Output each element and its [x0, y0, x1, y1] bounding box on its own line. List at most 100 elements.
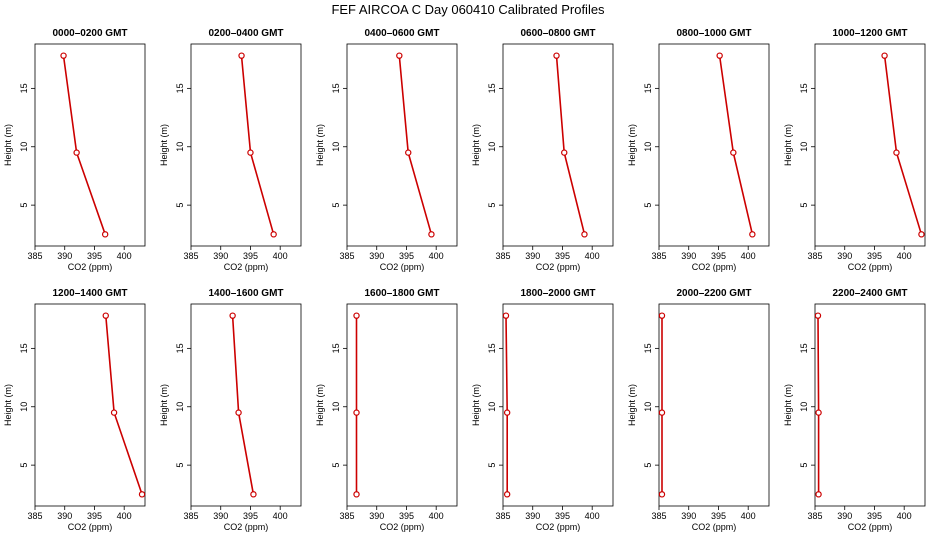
y-tick-label: 15	[19, 83, 29, 93]
y-tick-label: 15	[643, 343, 653, 353]
profile-point	[270, 231, 277, 238]
x-axis-label: CO2 (ppm)	[380, 262, 425, 272]
panel-8: 1600–1800 GMT 385 390 395 400 5 10 15 CO2 (ppm) H…	[315, 288, 458, 532]
y-tick-label: 10	[643, 402, 653, 412]
x-tick-label: 390	[57, 511, 72, 521]
profile-point	[658, 409, 666, 416]
x-tick-label: 400	[897, 251, 912, 261]
y-axis-label: Height (m)	[471, 124, 481, 166]
profile-point	[918, 231, 925, 238]
profile-line	[398, 55, 433, 235]
x-tick-label: 395	[399, 251, 414, 261]
profile-line	[718, 55, 754, 235]
panel-title: 1800–2000 GMT	[520, 288, 595, 299]
profile-line	[231, 315, 255, 495]
x-tick-label: 390	[525, 511, 540, 521]
profile-point	[658, 312, 666, 319]
y-tick-label: 5	[331, 203, 341, 208]
plot-frame	[502, 303, 614, 507]
panel-title: 2000–2200 GMT	[676, 288, 751, 299]
panel-10: 2000–2200 GMT 385 390 395 400 5 10 15 CO2 (ppm) H…	[627, 288, 770, 532]
panel-title: 0800–1000 GMT	[676, 28, 751, 39]
profile-point	[353, 491, 360, 498]
profile-line	[817, 315, 820, 495]
x-tick-label: 400	[741, 511, 756, 521]
y-axis-label: Height (m)	[315, 384, 325, 426]
x-tick-label: 395	[87, 251, 102, 261]
y-tick-label: 15	[19, 343, 29, 353]
y-axis-label: Height (m)	[783, 124, 793, 166]
profile-point	[502, 312, 510, 319]
x-axis-label: CO2 (ppm)	[848, 522, 893, 532]
x-axis-label: CO2 (ppm)	[380, 522, 425, 532]
y-tick-label: 5	[799, 203, 809, 208]
y-tick-label: 5	[487, 463, 497, 468]
panel-6: 1200–1400 GMT 385 390 395 400 5 10 15 CO2 (ppm) H…	[3, 288, 146, 532]
x-tick-label: 390	[213, 511, 228, 521]
x-tick-label: 400	[897, 511, 912, 521]
x-axis-label: CO2 (ppm)	[536, 262, 581, 272]
y-tick-label: 5	[799, 463, 809, 468]
panel-title: 0600–0800 GMT	[520, 28, 595, 39]
plot-frame	[658, 43, 770, 247]
panel-title: 2200–2400 GMT	[832, 288, 907, 299]
profile-point	[893, 149, 900, 156]
y-tick-label: 10	[19, 142, 29, 152]
profile-point	[730, 149, 737, 156]
y-tick-label: 5	[643, 463, 653, 468]
plot-frame	[814, 43, 926, 247]
x-tick-label: 400	[429, 251, 444, 261]
x-tick-label: 385	[807, 251, 822, 261]
profile-point	[73, 149, 80, 156]
x-axis-label: CO2 (ppm)	[68, 262, 113, 272]
panel-5: 1000–1200 GMT 385 390 395 400 5 10 15 CO2 (ppm) H…	[783, 28, 926, 272]
y-axis-label: Height (m)	[471, 384, 481, 426]
y-axis-label: Height (m)	[783, 384, 793, 426]
y-tick-label: 15	[799, 83, 809, 93]
panel-4: 0800–1000 GMT 385 390 395 400 5 10 15 CO2 (ppm) H…	[627, 28, 770, 272]
y-tick-label: 15	[331, 343, 341, 353]
x-tick-label: 385	[495, 251, 510, 261]
y-tick-label: 15	[799, 343, 809, 353]
profile-line	[505, 315, 509, 495]
x-tick-label: 385	[807, 511, 822, 521]
y-axis-label: Height (m)	[159, 124, 169, 166]
x-tick-label: 390	[681, 511, 696, 521]
panel-title: 1200–1400 GMT	[52, 288, 127, 299]
x-tick-label: 390	[837, 511, 852, 521]
y-tick-label: 5	[19, 203, 29, 208]
y-tick-label: 15	[487, 343, 497, 353]
profile-point	[553, 52, 560, 59]
x-tick-label: 395	[555, 251, 570, 261]
panel-3: 0600–0800 GMT 385 390 395 400 5 10 15 CO2 (ppm) H…	[471, 28, 614, 272]
y-axis-label: Height (m)	[627, 384, 637, 426]
panel-2: 0400–0600 GMT 385 390 395 400 5 10 15 CO2 (ppm) H…	[315, 28, 458, 272]
y-axis-label: Height (m)	[627, 124, 637, 166]
profile-point	[247, 149, 254, 156]
y-tick-label: 10	[643, 142, 653, 152]
x-tick-label: 385	[339, 511, 354, 521]
x-tick-label: 395	[243, 251, 258, 261]
profile-point	[110, 409, 118, 416]
plot-frame	[502, 43, 614, 247]
y-tick-label: 15	[643, 83, 653, 93]
profile-point	[428, 231, 435, 238]
x-tick-label: 385	[27, 511, 42, 521]
x-tick-label: 395	[87, 511, 102, 521]
y-tick-label: 15	[331, 83, 341, 93]
x-axis-label: CO2 (ppm)	[848, 262, 893, 272]
x-tick-label: 395	[867, 251, 882, 261]
x-tick-label: 390	[213, 251, 228, 261]
x-tick-label: 390	[57, 251, 72, 261]
y-tick-label: 10	[331, 402, 341, 412]
plot-frame	[346, 303, 458, 507]
profile-point	[138, 491, 146, 498]
profile-point	[814, 312, 822, 319]
x-axis-label: CO2 (ppm)	[224, 262, 269, 272]
y-tick-label: 10	[799, 142, 809, 152]
x-tick-label: 400	[429, 511, 444, 521]
panel-0: 0000–0200 GMT 385 390 395 400 5 10 15 CO2 (ppm) H…	[3, 28, 146, 272]
panel-title: 1400–1600 GMT	[208, 288, 283, 299]
profile-point	[353, 409, 360, 416]
profile-line	[555, 55, 586, 235]
